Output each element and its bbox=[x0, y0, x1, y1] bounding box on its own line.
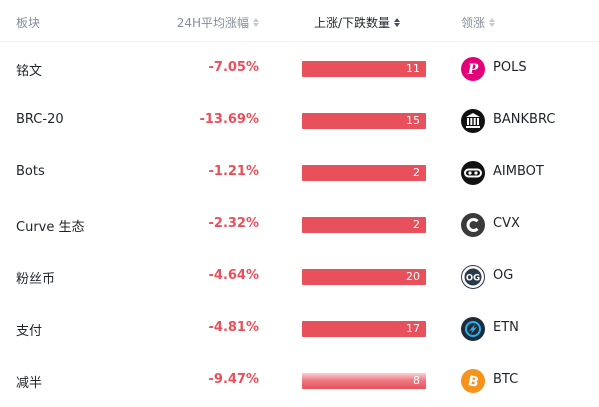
header-sector: 板块 bbox=[16, 14, 40, 31]
svg-text:P: P bbox=[467, 62, 479, 78]
leader-symbol[interactable]: BANKBRC bbox=[493, 112, 556, 127]
table-header: 板块 24H平均涨幅 上涨/下跌数量 领涨 bbox=[0, 0, 599, 42]
og-icon[interactable]: OG bbox=[461, 265, 485, 289]
sector-name[interactable]: Curve 生态 bbox=[16, 220, 85, 235]
average-change: -7.05% bbox=[208, 60, 260, 75]
leader-symbol[interactable]: BTC bbox=[493, 372, 519, 387]
average-change: -9.47% bbox=[208, 372, 260, 387]
bank-icon[interactable] bbox=[461, 109, 485, 133]
table-row[interactable]: 减半 -9.47% 8 B BTC bbox=[0, 354, 599, 406]
table-row[interactable]: 铭文 -7.05% 11 P POLS bbox=[0, 42, 599, 94]
sort-icon[interactable] bbox=[394, 17, 401, 28]
sector-name[interactable]: BRC-20 bbox=[16, 112, 64, 127]
updown-bar: 2 bbox=[302, 165, 426, 181]
svg-text:B: B bbox=[466, 373, 480, 391]
leader-symbol[interactable]: CVX bbox=[493, 216, 520, 231]
sector-name[interactable]: Bots bbox=[16, 164, 45, 179]
average-change: -2.32% bbox=[208, 216, 260, 231]
aimbot-icon[interactable] bbox=[461, 161, 485, 185]
updown-count: 2 bbox=[413, 166, 420, 179]
updown-bar: 8 bbox=[302, 373, 426, 389]
leader-symbol[interactable]: ETN bbox=[493, 320, 519, 335]
updown-bar: 2 bbox=[302, 217, 426, 233]
header-leader-label: 领涨 bbox=[461, 16, 486, 30]
sector-name[interactable]: 支付 bbox=[16, 324, 43, 339]
header-change-label: 24H平均涨幅 bbox=[176, 16, 249, 30]
leader-symbol[interactable]: OG bbox=[493, 268, 514, 283]
average-change: -1.21% bbox=[208, 164, 260, 179]
updown-count: 2 bbox=[413, 218, 420, 231]
updown-count: 8 bbox=[413, 374, 420, 387]
bitcoin-icon[interactable]: B bbox=[461, 369, 485, 393]
updown-bar: 17 bbox=[302, 321, 426, 337]
sort-icon[interactable] bbox=[253, 17, 259, 28]
sector-name[interactable]: 减半 bbox=[16, 376, 43, 391]
convex-icon[interactable] bbox=[461, 213, 485, 237]
table-row[interactable]: Curve 生态 -2.32% 2 CVX bbox=[0, 198, 599, 250]
svg-text:OG: OG bbox=[466, 273, 480, 283]
table-row[interactable]: BRC-20 -13.69% 15 BANKBRC bbox=[0, 94, 599, 146]
sector-name[interactable]: 铭文 bbox=[16, 64, 43, 79]
average-change: -4.64% bbox=[208, 268, 260, 283]
leader-symbol[interactable]: POLS bbox=[493, 60, 527, 75]
updown-bar: 15 bbox=[302, 113, 426, 129]
table-row[interactable]: Bots -1.21% 2 AIMBOT bbox=[0, 146, 599, 198]
sort-by-change-header[interactable]: 24H平均涨幅 bbox=[177, 14, 259, 31]
updown-bar: 11 bbox=[302, 61, 426, 77]
table-row[interactable]: 粉丝币 -4.64% 20 OG OG bbox=[0, 250, 599, 302]
sector-name[interactable]: 粉丝币 bbox=[16, 272, 56, 287]
updown-count: 20 bbox=[406, 270, 420, 283]
header-sector-label: 板块 bbox=[16, 16, 41, 30]
updown-count: 15 bbox=[406, 114, 420, 127]
updown-count: 11 bbox=[406, 62, 420, 75]
sort-by-updown-header[interactable]: 上涨/下跌数量 bbox=[314, 14, 401, 31]
electroneum-icon[interactable] bbox=[461, 317, 485, 341]
leader-symbol[interactable]: AIMBOT bbox=[493, 164, 544, 179]
sort-icon[interactable] bbox=[489, 17, 496, 28]
table-row[interactable]: 支付 -4.81% 17 ETN bbox=[0, 302, 599, 354]
header-updown-label: 上涨/下跌数量 bbox=[314, 16, 391, 30]
updown-bar: 20 bbox=[302, 269, 426, 285]
sort-by-leader-header[interactable]: 领涨 bbox=[461, 14, 496, 31]
average-change: -4.81% bbox=[208, 320, 260, 335]
polkastarter-icon[interactable]: P bbox=[461, 57, 485, 81]
average-change: -13.69% bbox=[199, 112, 259, 127]
updown-count: 17 bbox=[406, 322, 420, 335]
